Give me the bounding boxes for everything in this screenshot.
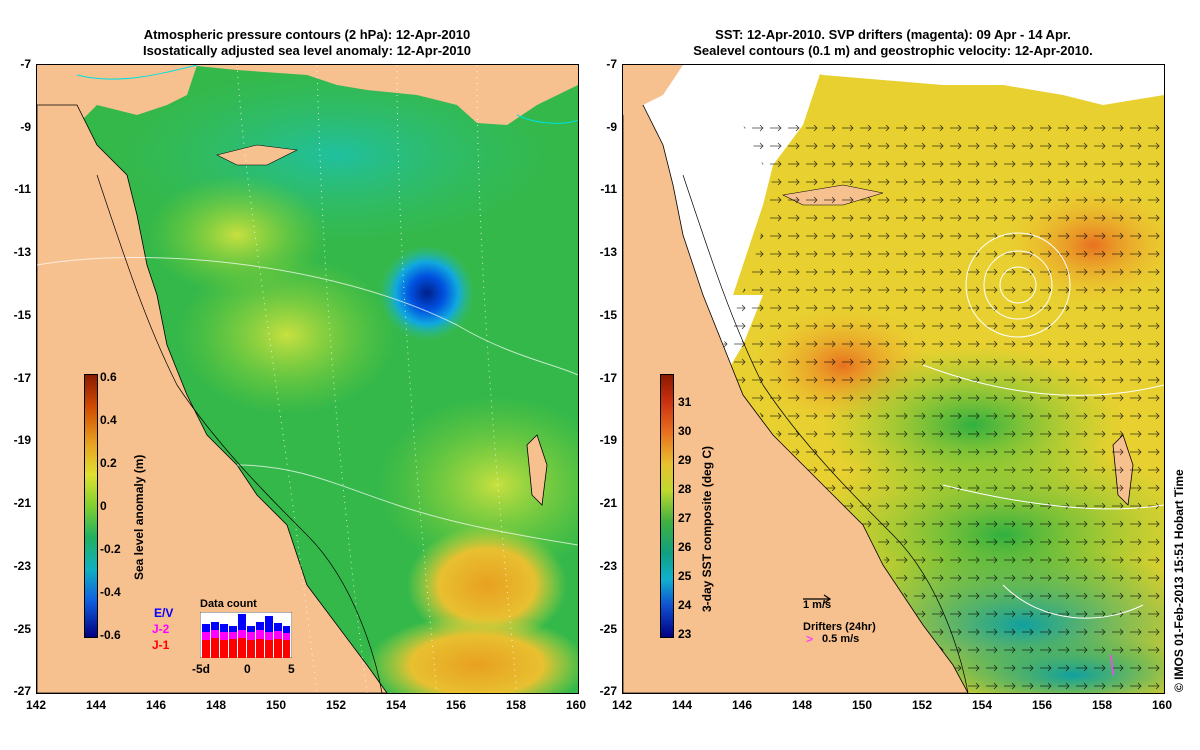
right-cbar-tick: 23 xyxy=(678,627,692,641)
left-cbar-tick: 0.4 xyxy=(100,413,117,427)
lat-tick: -19 xyxy=(13,433,31,447)
histogram-tick-minus5: -5d xyxy=(192,662,210,676)
right-colorbar-label: 3-day SST composite (deg C) xyxy=(700,445,714,612)
lon-tick: 148 xyxy=(205,698,227,712)
lat-tick: -15 xyxy=(599,308,617,322)
right-map-panel[interactable] xyxy=(622,64,1165,694)
lat-tick: -23 xyxy=(599,559,617,573)
right-cbar-tick: 27 xyxy=(678,511,692,525)
lat-tick: -17 xyxy=(13,371,31,385)
sea-level-anomaly-map xyxy=(37,65,578,693)
velocity-scale-label: 1 m/s xyxy=(803,599,832,611)
lat-tick: -13 xyxy=(599,245,617,259)
right-title-line2: Sealevel contours (0.1 m) and geostrophi… xyxy=(693,43,1093,58)
data-count-title: Data count xyxy=(200,598,257,610)
lon-tick: 144 xyxy=(85,698,107,712)
sst-map xyxy=(623,65,1164,693)
left-cbar-tick: -0.4 xyxy=(100,585,121,599)
right-cbar-tick: 31 xyxy=(678,395,692,409)
left-colorbar xyxy=(84,374,98,638)
lon-tick: 154 xyxy=(385,698,407,712)
left-title-line1: Atmospheric pressure contours (2 hPa): 1… xyxy=(143,27,471,42)
lon-tick: 160 xyxy=(1151,698,1173,712)
lat-tick: -25 xyxy=(599,622,617,636)
right-cbar-tick: 26 xyxy=(678,540,692,554)
velocity-scale-arrow-icon xyxy=(803,594,832,604)
lat-tick: -9 xyxy=(606,120,617,134)
lat-tick: -27 xyxy=(599,684,617,698)
right-title-line1: SST: 12-Apr-2010. SVP drifters (magenta)… xyxy=(715,27,1071,42)
sat-label-j2: J-2 xyxy=(152,622,170,636)
lat-tick: -19 xyxy=(599,433,617,447)
lat-tick: -17 xyxy=(599,371,617,385)
lat-tick: -25 xyxy=(13,622,31,636)
sat-label-ev: E/V xyxy=(154,606,174,620)
histogram-tick-5: 5 xyxy=(288,662,295,676)
left-colorbar-label: Sea level anomaly (m) xyxy=(132,454,146,580)
right-colorbar xyxy=(660,374,674,638)
left-cbar-tick: 0 xyxy=(100,499,107,513)
lon-tick: 152 xyxy=(911,698,933,712)
lat-tick: -9 xyxy=(20,120,31,134)
lat-tick: -27 xyxy=(13,684,31,698)
left-cbar-tick: -0.2 xyxy=(100,542,121,556)
lon-tick: 156 xyxy=(445,698,467,712)
left-cbar-tick: 0.6 xyxy=(100,370,117,384)
lon-tick: 152 xyxy=(325,698,347,712)
lat-tick: -23 xyxy=(13,559,31,573)
lon-tick: 158 xyxy=(1091,698,1113,712)
lon-tick: 142 xyxy=(611,698,633,712)
left-title-line2: Isostatically adjusted sea level anomaly… xyxy=(142,43,472,58)
lon-tick: 156 xyxy=(1031,698,1053,712)
lat-tick: -13 xyxy=(13,245,31,259)
drifters-scale-label: 0.5 m/s xyxy=(822,633,860,645)
right-cbar-tick: 28 xyxy=(678,482,692,496)
left-cbar-tick: 0.2 xyxy=(100,456,117,470)
drifters-arrow-icon: > xyxy=(806,632,814,646)
sat-label-j1: J-1 xyxy=(152,638,170,652)
left-title: Atmospheric pressure contours (2 hPa): 1… xyxy=(36,27,578,59)
lon-tick: 158 xyxy=(505,698,527,712)
lat-tick: -7 xyxy=(606,57,617,71)
credit-text: © IMOS 01-Feb-2013 15:51 Hobart Time xyxy=(1172,469,1186,692)
right-cbar-tick: 30 xyxy=(678,424,692,438)
right-title: SST: 12-Apr-2010. SVP drifters (magenta)… xyxy=(622,27,1164,59)
lon-tick: 148 xyxy=(791,698,813,712)
data-count-histogram xyxy=(200,612,292,658)
data-count-inset: Data count E/V J-2 J-1 -5d 0 5 xyxy=(150,598,300,678)
drifters-label: Drifters (24hr) xyxy=(803,621,876,633)
right-cbar-tick: 29 xyxy=(678,453,692,467)
lat-tick: -7 xyxy=(20,57,31,71)
lat-tick: -21 xyxy=(13,496,31,510)
left-map-panel[interactable] xyxy=(36,64,579,694)
lon-tick: 146 xyxy=(731,698,753,712)
lat-tick: -11 xyxy=(14,182,31,196)
lat-tick: -21 xyxy=(599,496,617,510)
lat-tick: -15 xyxy=(13,308,31,322)
right-cbar-tick: 24 xyxy=(678,598,692,612)
lon-tick: 150 xyxy=(265,698,287,712)
left-cbar-tick: -0.6 xyxy=(100,628,121,642)
right-cbar-tick: 25 xyxy=(678,569,692,583)
lon-tick: 142 xyxy=(25,698,47,712)
lon-tick: 144 xyxy=(671,698,693,712)
lon-tick: 160 xyxy=(565,698,587,712)
lon-tick: 146 xyxy=(145,698,167,712)
histogram-tick-0: 0 xyxy=(244,662,251,676)
lon-tick: 154 xyxy=(971,698,993,712)
lat-tick: -11 xyxy=(600,182,617,196)
lon-tick: 150 xyxy=(851,698,873,712)
